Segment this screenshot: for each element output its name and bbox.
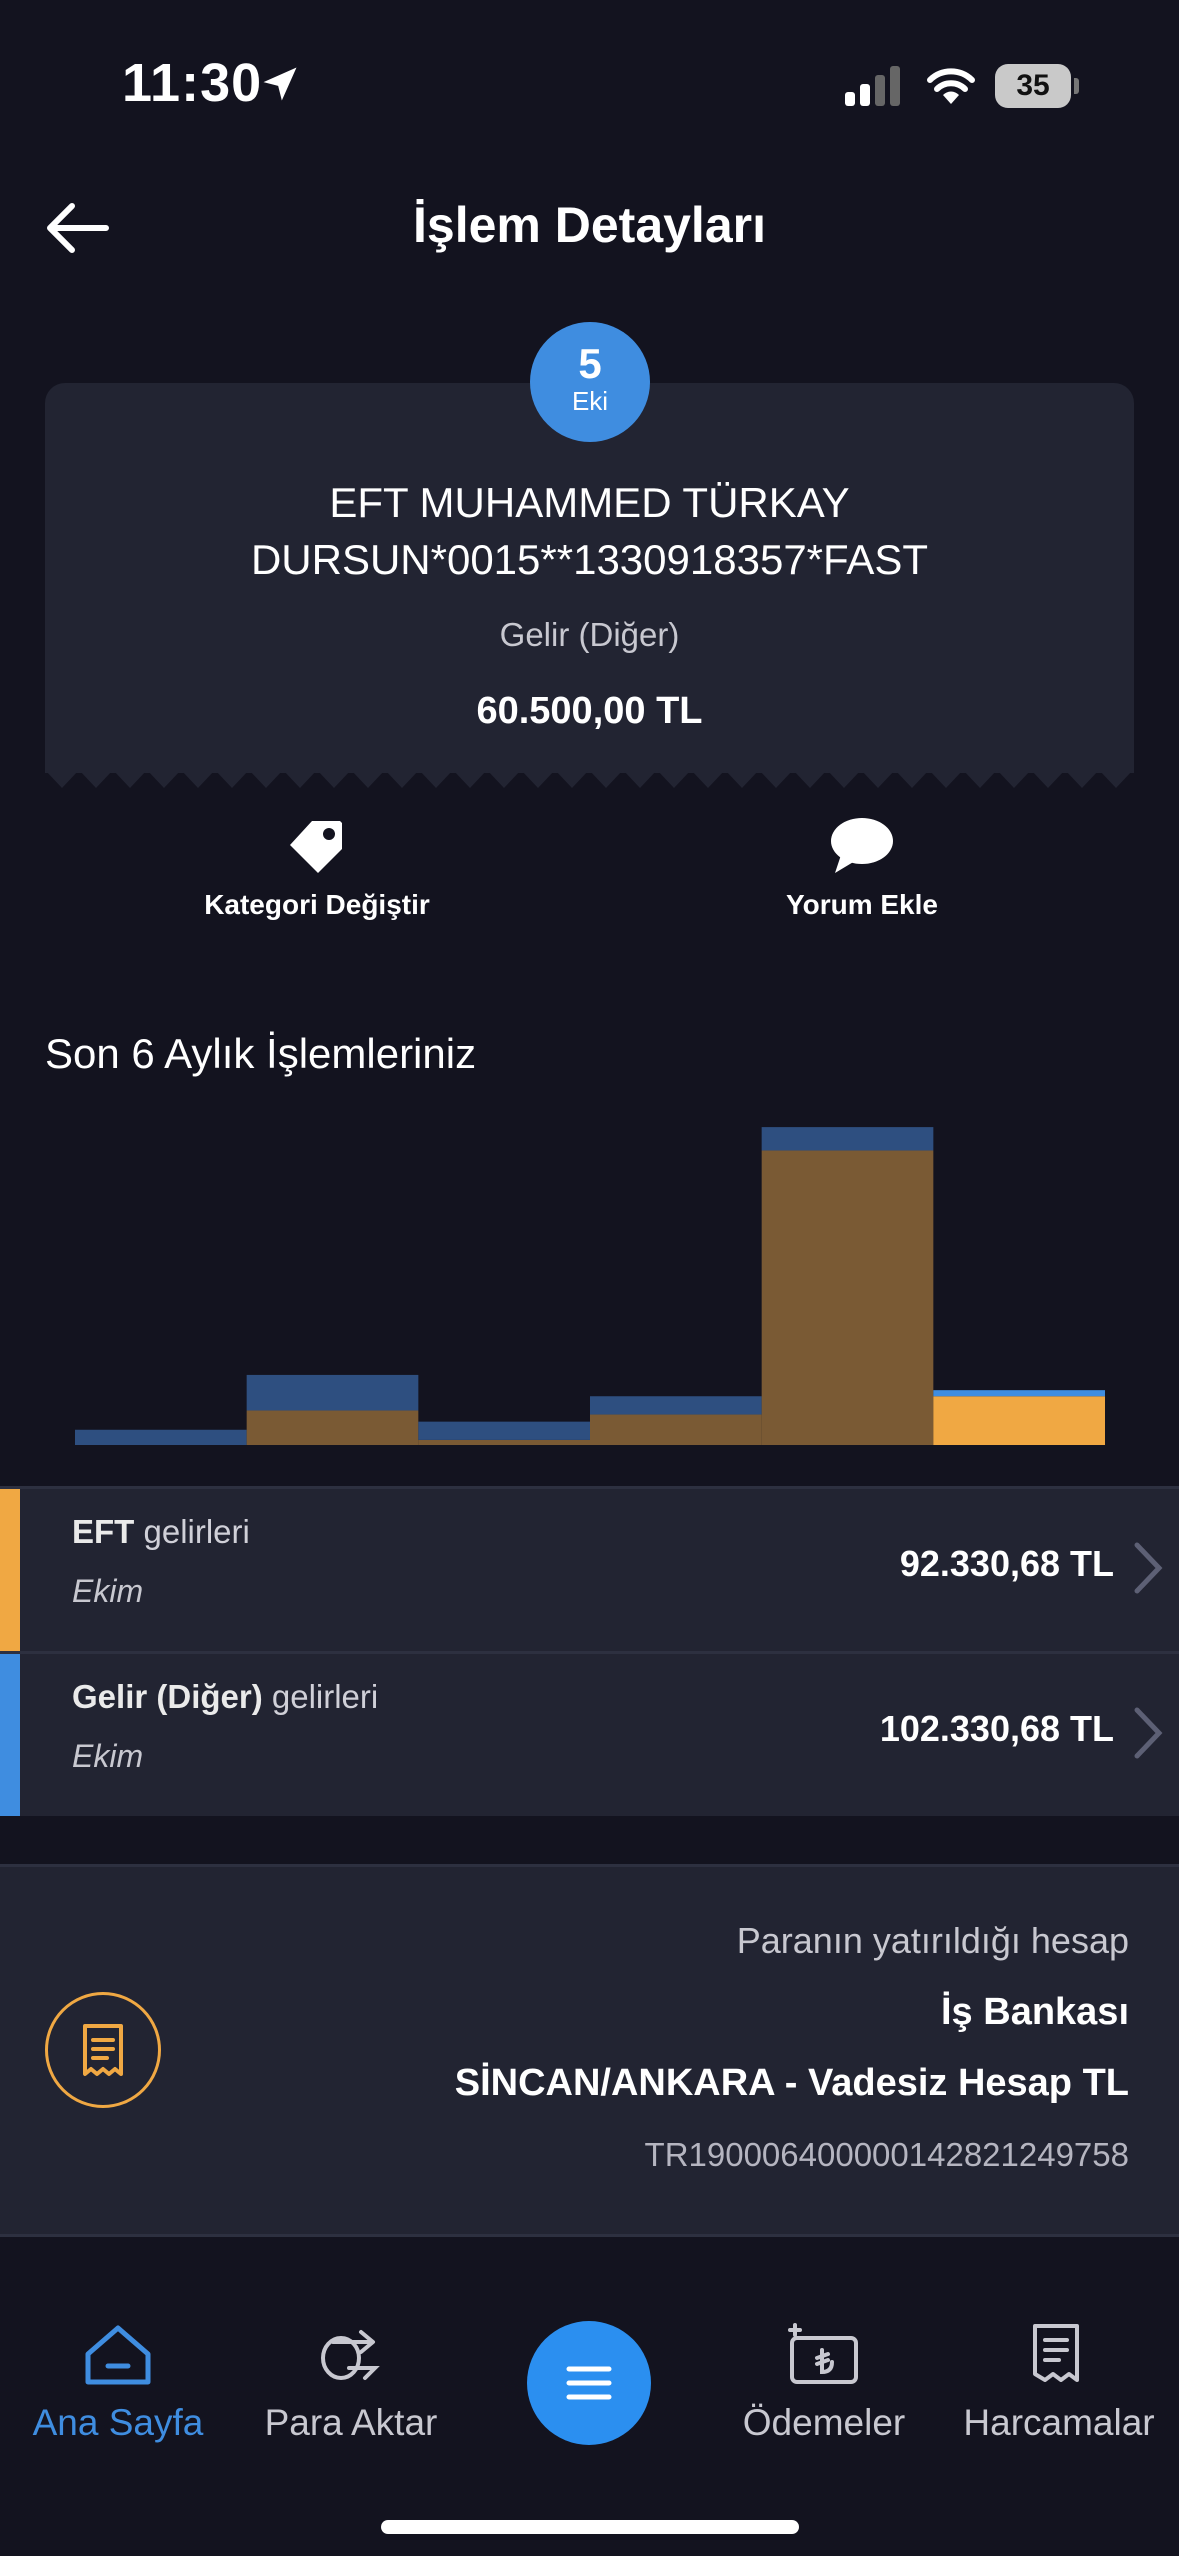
transaction-title-line2: DURSUN*0015**1330918357*FAST <box>250 536 929 583</box>
tag-icon <box>290 821 342 873</box>
row-name: EFT gelirleri <box>72 1513 250 1550</box>
home-indicator <box>381 2520 799 2534</box>
chart-section-title: Son 6 Aylık İşlemleriniz <box>45 1030 477 1077</box>
change-category-button[interactable]: Kategori Değiştir <box>167 815 467 921</box>
category-row-gelir[interactable]: Gelir (Diğer) gelirleri Ekim 102.330,68 … <box>0 1654 1179 1816</box>
battery-level: 35 <box>995 64 1071 108</box>
chart-bar-2-series-1 <box>418 1421 590 1440</box>
divider <box>0 1864 1179 1867</box>
lira-bill-icon <box>788 2323 858 2384</box>
row-month: Ekim <box>72 1573 144 1609</box>
row-color-bar <box>0 1489 20 1651</box>
status-time: 11:30 <box>122 53 263 113</box>
transaction-amount: 60.500,00 TL <box>476 690 703 732</box>
date-day: 5 <box>578 340 602 387</box>
transaction-title-line1: EFT MUHAMMED TÜRKAY <box>329 479 850 526</box>
transaction-card <box>45 383 1134 773</box>
tab-payments[interactable]: Ödemeler <box>709 2320 939 2444</box>
tab-transfer-label: Para Aktar <box>264 2402 438 2443</box>
account-iban: TR190006400000142821249758 <box>644 2136 1129 2173</box>
account-branch: SİNCAN/ANKARA - Vadesiz Hesap TL <box>454 2062 1129 2104</box>
chart-bar-1-series-1 <box>246 1374 419 1411</box>
tab-expenses[interactable]: Harcamalar <box>944 2320 1174 2444</box>
row-amount: 102.330,68 TL <box>879 1708 1114 1749</box>
card-zigzag-edge <box>45 770 1134 788</box>
coin-transfer-icon <box>321 2330 380 2380</box>
transaction-title: EFT MUHAMMED TÜRKAY DURSUN*0015**1330918… <box>45 474 1134 588</box>
chart-bar-5-series-2 <box>933 1396 1105 1445</box>
hamburger-icon <box>566 2366 612 2400</box>
cellular-signal-icon <box>845 66 900 106</box>
row-month: Ekim <box>72 1738 144 1774</box>
change-category-label: Kategori Değiştir <box>204 889 430 920</box>
chart-bar-4-series-0 <box>761 1150 934 1445</box>
chart-bar-0-series-1 <box>75 1429 247 1445</box>
receipt-icon <box>83 2024 123 2076</box>
category-row-eft[interactable]: EFT gelirleri Ekim 92.330,68 TL <box>0 1489 1179 1651</box>
chevron-right-icon <box>1134 1542 1163 1594</box>
chevron-right-icon <box>1134 1707 1163 1759</box>
tab-transfer[interactable]: Para Aktar <box>236 2320 466 2444</box>
account-panel <box>0 1867 1179 2237</box>
tab-expenses-label: Harcamalar <box>963 2402 1155 2443</box>
speech-bubble-icon <box>831 818 893 873</box>
transaction-category: Gelir (Diğer) <box>499 616 680 653</box>
account-label: Paranın yatırıldığı hesap <box>736 1920 1129 1961</box>
row-color-bar <box>0 1654 20 1816</box>
chart-bar-3-series-0 <box>590 1414 762 1445</box>
menu-button[interactable] <box>527 2321 651 2445</box>
divider <box>0 2234 1179 2237</box>
row-amount: 92.330,68 TL <box>899 1543 1114 1584</box>
six-month-bar-chart <box>75 1127 1105 1445</box>
chart-bar-5-series-3 <box>933 1390 1105 1397</box>
home-icon <box>85 2325 151 2385</box>
chart-bar-4-series-1 <box>761 1127 934 1151</box>
chart-bar-2-series-0 <box>418 1439 590 1445</box>
chart-bar-3-series-1 <box>590 1396 762 1415</box>
add-comment-label: Yorum Ekle <box>786 889 938 920</box>
page-title: İşlem Detayları <box>413 197 766 253</box>
wifi-icon <box>927 68 975 104</box>
back-arrow-icon[interactable] <box>40 196 120 260</box>
row-name: Gelir (Diğer) gelirleri <box>72 1678 379 1715</box>
receipt-circle <box>45 1992 161 2108</box>
tab-home[interactable]: Ana Sayfa <box>3 2320 233 2444</box>
tab-home-label: Ana Sayfa <box>32 2402 204 2443</box>
account-bank: İş Bankası <box>941 1991 1129 2033</box>
tab-payments-label: Ödemeler <box>742 2402 906 2443</box>
add-comment-button[interactable]: Yorum Ekle <box>712 815 1012 921</box>
divider <box>0 1486 1179 1489</box>
divider <box>0 1651 1179 1654</box>
battery-icon: 35 <box>995 64 1079 108</box>
location-arrow-icon <box>263 67 297 101</box>
chart-bar-1-series-0 <box>246 1410 419 1445</box>
date-badge: 5 Eki <box>530 322 650 442</box>
date-month: Eki <box>571 386 609 416</box>
receipt-list-icon <box>1033 2324 1079 2382</box>
